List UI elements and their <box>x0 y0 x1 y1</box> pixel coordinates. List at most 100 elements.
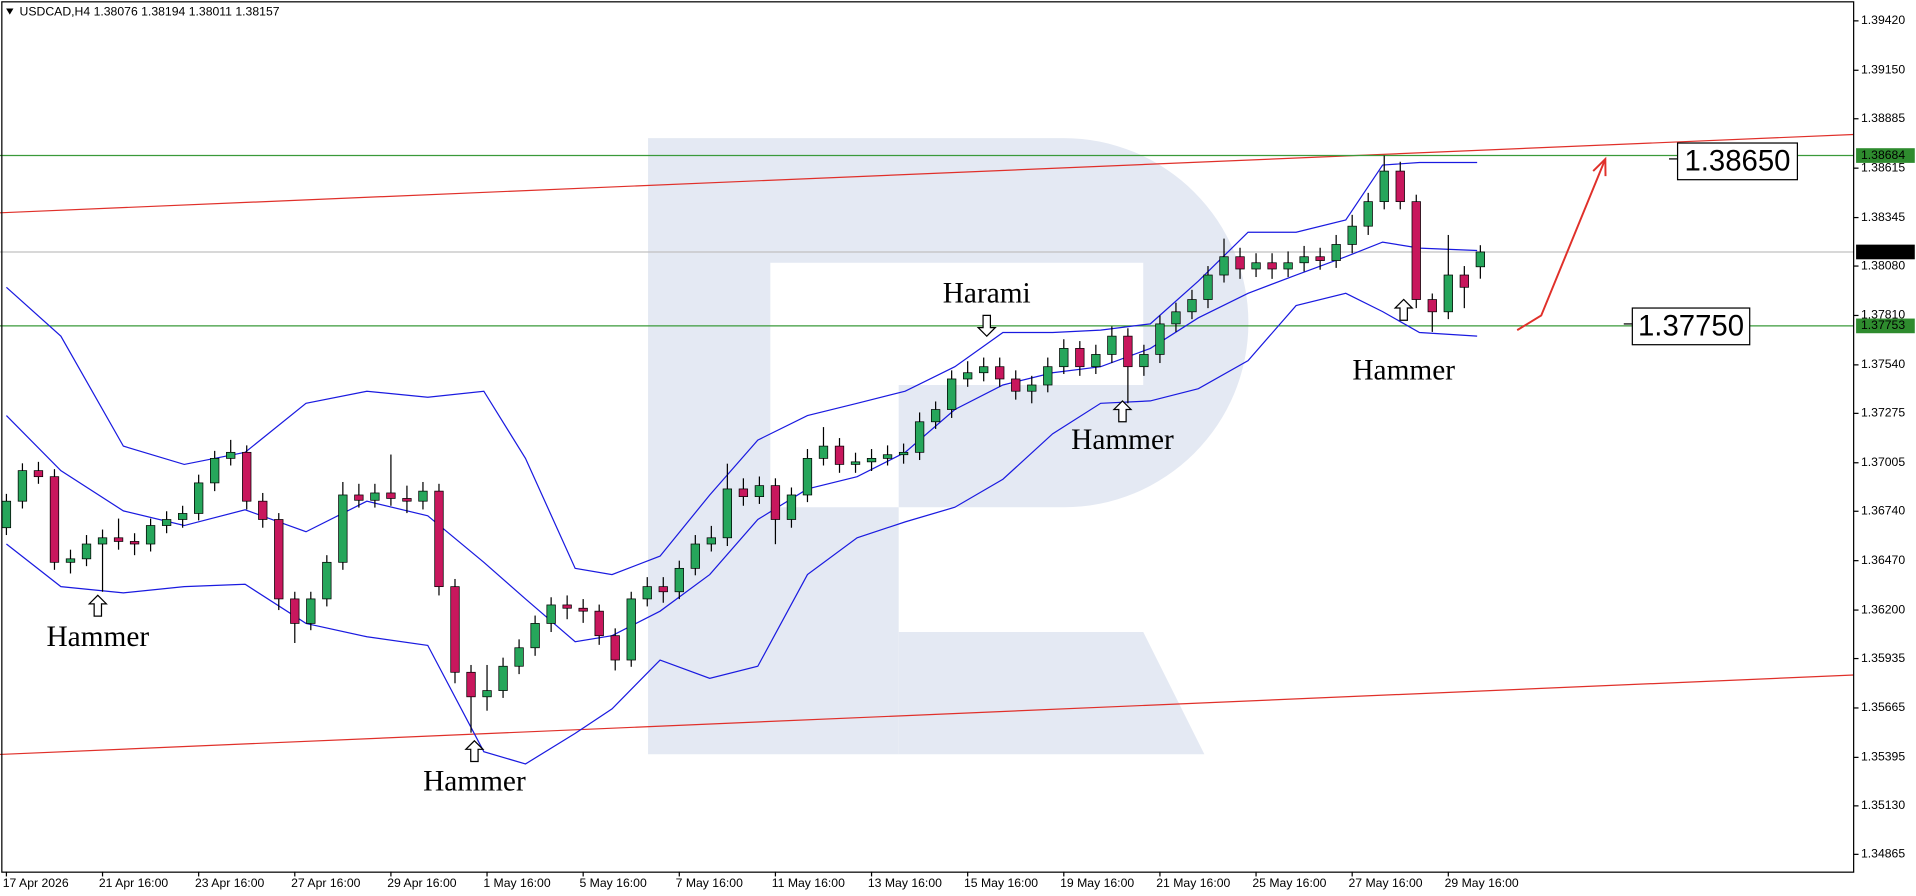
y-tick-label: 1.38080 <box>1861 258 1905 272</box>
x-tick-label: 29 May 16:00 <box>1445 876 1519 890</box>
candle-body-up <box>65 558 76 563</box>
candle-body-up <box>979 366 989 374</box>
candle-body-up <box>642 586 652 600</box>
candle-body-up <box>963 372 973 380</box>
candle-body-up <box>1043 366 1053 386</box>
candle-body-up <box>882 454 893 459</box>
pattern-arrow <box>464 739 485 763</box>
x-tick-label: 17 Apr 2026 <box>3 876 69 890</box>
candle-body-down <box>386 492 396 499</box>
pattern-label: Harami <box>943 278 1031 310</box>
candle-body-down <box>1315 256 1325 261</box>
candle-body-up <box>850 461 861 465</box>
candle-body-up <box>1059 348 1069 368</box>
y-tick-label: 1.38885 <box>1861 111 1905 125</box>
y-tick-label: 1.36470 <box>1861 553 1905 567</box>
x-tick-label: 21 May 16:00 <box>1156 876 1230 890</box>
candle-body-up <box>482 690 492 698</box>
candle-body-up <box>338 494 348 563</box>
pattern-arrow <box>976 314 997 338</box>
plot-area <box>0 133 1854 765</box>
x-tick-label: 1 May 16:00 <box>483 876 550 890</box>
candle-body-down <box>995 366 1005 380</box>
candle-body-up <box>97 537 108 545</box>
symbol-menu-icon[interactable] <box>6 8 14 15</box>
y-tick-label: 1.38345 <box>1861 210 1905 224</box>
candle-body-down <box>402 498 412 502</box>
candle-body-up <box>1331 244 1341 261</box>
candle-body-up <box>194 482 204 514</box>
level-label-bg <box>1856 318 1915 334</box>
y-tick-label: 1.34865 <box>1861 847 1905 861</box>
pattern-label: Hammer <box>47 621 150 653</box>
candle-body-down <box>1395 170 1405 203</box>
candle-body-down <box>1075 348 1085 368</box>
candle-body-up <box>754 485 765 497</box>
candle-body-down <box>1267 262 1277 270</box>
candle-body-down <box>466 671 476 698</box>
y-tick-label: 1.35130 <box>1861 798 1905 812</box>
candle-body-down <box>450 586 460 673</box>
candle-body-up <box>17 470 28 502</box>
candle-body-down <box>354 494 364 501</box>
candle-body-up <box>947 378 957 410</box>
candle-body-up <box>1155 323 1165 355</box>
candle-body-up <box>1139 354 1149 368</box>
candle-body-up <box>706 537 716 545</box>
y-tick-label: 1.38615 <box>1861 160 1905 174</box>
candle-body-up <box>161 519 172 526</box>
level-axis-label: 1.38157 <box>1861 244 1905 258</box>
candle-body-down <box>1011 378 1021 392</box>
y-tick-label: 1.35395 <box>1861 750 1905 764</box>
x-tick-label: 25 May 16:00 <box>1252 876 1326 890</box>
candle-body-down <box>290 598 300 624</box>
channel-line <box>0 133 1854 214</box>
candle-body-up <box>1203 274 1213 300</box>
y-tick-label: 1.37005 <box>1861 455 1905 469</box>
pattern-arrow <box>1393 298 1414 321</box>
candle-body-down <box>610 635 620 661</box>
candle-body-up <box>1027 384 1037 392</box>
x-tick-label: 27 May 16:00 <box>1349 876 1423 890</box>
candle-body-down <box>562 604 572 609</box>
candle-body-up <box>1283 262 1293 270</box>
candle-body-up <box>626 598 636 661</box>
candle-body-up <box>914 421 925 453</box>
candle-body-up <box>1187 299 1197 313</box>
candle-body-up <box>674 567 684 593</box>
candle-body-down <box>1411 201 1421 300</box>
candle-body-down <box>1123 335 1133 368</box>
candle-body-up <box>818 445 829 459</box>
x-tick-label: 29 Apr 16:00 <box>387 876 457 890</box>
chart-title: USDCAD,H4 1.38076 1.38194 1.38011 1.3815… <box>20 4 280 18</box>
candle-body-down <box>770 485 781 520</box>
candle-body-up <box>1091 354 1101 368</box>
candle-body-up <box>418 490 428 502</box>
candle-body-down <box>242 451 252 502</box>
candle-body-up <box>177 513 188 520</box>
candle-body-up <box>802 458 813 496</box>
pattern-label: Hammer <box>423 765 526 797</box>
candle-body-down <box>258 500 268 520</box>
plot-frame <box>1 1 1855 873</box>
x-tick-label: 27 Apr 16:00 <box>291 876 361 890</box>
x-tick-label: 11 May 16:00 <box>772 876 845 890</box>
candle-body-up <box>722 488 733 539</box>
y-tick-label: 1.35665 <box>1861 700 1905 714</box>
candle-body-up <box>322 561 332 600</box>
watermark-r <box>648 138 1249 755</box>
candle-body-down <box>1459 274 1469 288</box>
target-label: 1.37750 <box>1638 309 1744 342</box>
y-tick-label: 1.36200 <box>1861 602 1905 616</box>
target-box <box>1631 307 1751 346</box>
level-axis-label: 1.37753 <box>1861 318 1905 332</box>
candle-body-down <box>33 470 44 478</box>
forecast-line <box>1516 158 1607 331</box>
pattern-label: Hammer <box>1352 355 1455 387</box>
y-tick-label: 1.37275 <box>1861 406 1905 420</box>
candle-body-up <box>1299 256 1309 264</box>
candle-body-up <box>930 409 941 423</box>
